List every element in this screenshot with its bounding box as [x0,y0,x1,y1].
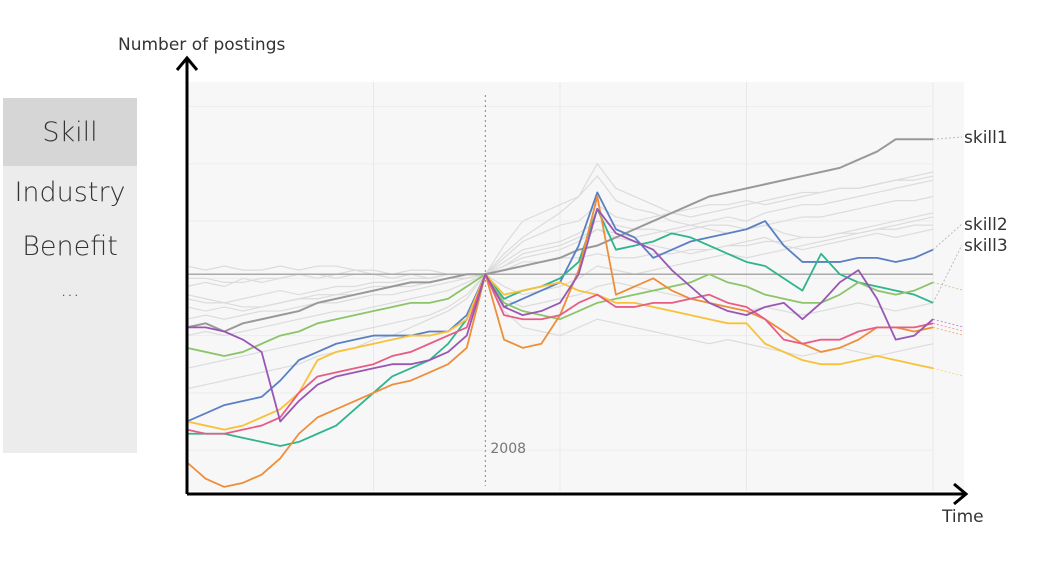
series-label-stub [932,367,965,377]
y-axis-title: Number of postings [118,35,285,55]
series-label-skill1: skill1 [964,128,1008,148]
plot-area [187,82,964,491]
series-label-stub [932,322,965,332]
x-axis-title: Time [941,507,984,527]
series-label-stub [932,326,965,336]
y-axis [175,55,199,494]
category-more[interactable]: ... [60,277,80,301]
series-line-color-7 [187,207,934,423]
grid [186,82,934,491]
category-skill[interactable]: Skill [3,98,137,166]
series-line-skill1 [186,138,933,333]
series-label-skill2: skill2 [964,215,1008,235]
series-line-color-6 [186,273,934,435]
background-series-line [186,216,934,320]
series-label-connector [932,223,963,251]
x-axis [187,482,969,506]
series-label-skill3: skill3 [964,236,1008,256]
background-series-line [186,273,934,390]
background-series-line [186,179,934,288]
series-line-skill3 [187,207,934,447]
series-label-stub [932,318,965,328]
series-line-color-3 [186,273,934,357]
category-panel: Skill Industry Benefit ... [3,98,137,453]
series-label-stub [932,281,965,291]
background-series-line [186,195,934,304]
category-industry[interactable]: Industry [14,177,126,208]
background-series-line [186,162,934,312]
series-label-connector [932,136,963,140]
reference-line-label: 2008 [490,441,526,457]
series-line-color-4 [186,273,934,431]
category-benefit[interactable]: Benefit [22,231,118,262]
series-label-connector [932,244,963,304]
background-series-line [186,228,934,308]
series-group [186,138,934,488]
